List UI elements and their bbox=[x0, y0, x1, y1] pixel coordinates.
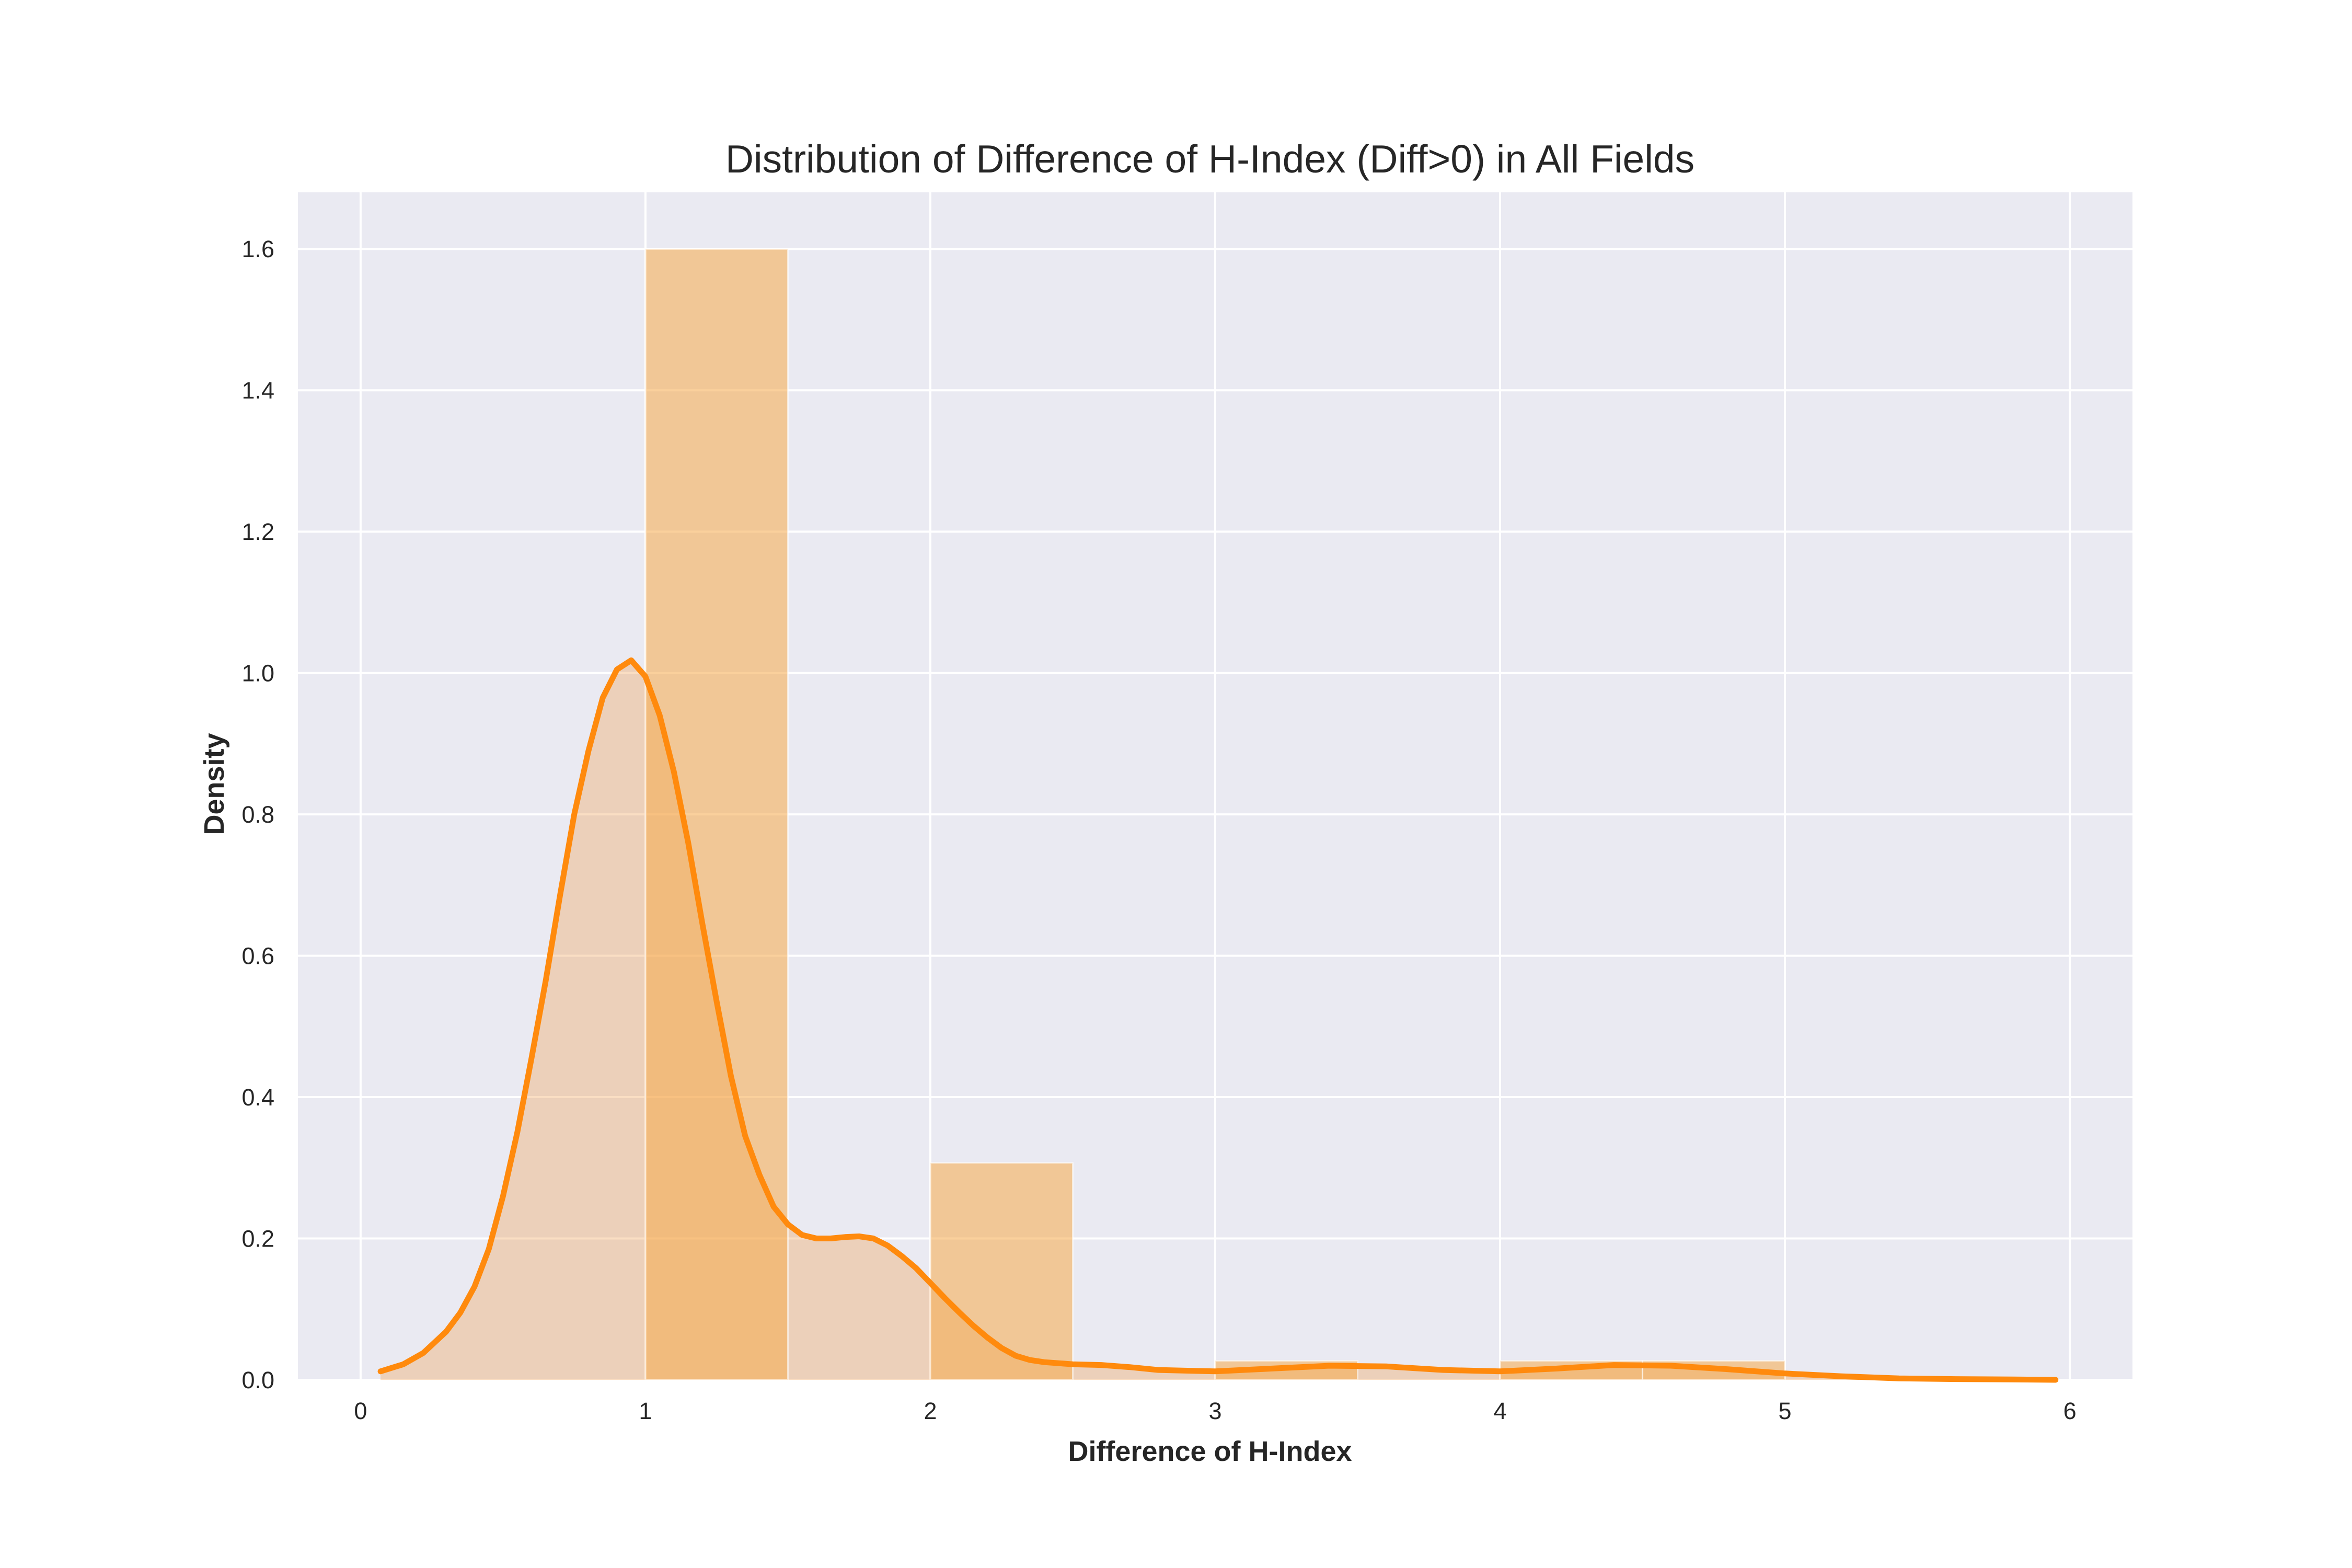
histogram-bars bbox=[644, 248, 1786, 1381]
kde-curve bbox=[377, 657, 2059, 1383]
x-tick-label: 6 bbox=[2063, 1398, 2077, 1424]
y-tick-label: 0.8 bbox=[241, 801, 274, 828]
y-axis-label: Density bbox=[199, 733, 230, 835]
y-tick-label: 0.0 bbox=[241, 1367, 274, 1393]
x-tick-label: 3 bbox=[1208, 1398, 1221, 1424]
histogram-bar bbox=[929, 1162, 1074, 1381]
grid-lines bbox=[298, 192, 2132, 1381]
histogram-bar bbox=[644, 248, 789, 1381]
y-tick-label: 1.4 bbox=[241, 377, 274, 404]
chart-title: Distribution of Difference of H-Index (D… bbox=[725, 137, 1694, 181]
x-tick-label: 4 bbox=[1494, 1398, 1507, 1424]
y-tick-label: 1.0 bbox=[241, 660, 274, 687]
x-axis-label: Difference of H-Index bbox=[1068, 1436, 1352, 1467]
y-tick-label: 0.4 bbox=[241, 1084, 274, 1111]
x-tick-label: 2 bbox=[924, 1398, 937, 1424]
tick-labels: 0 1 2 3 4 5 6 0.0 0.2 0.4 0.6 0.8 1.0 1.2 1.4 1.6 bbox=[241, 236, 2076, 1424]
y-tick-label: 0.2 bbox=[241, 1226, 274, 1252]
x-tick-label: 0 bbox=[354, 1398, 367, 1424]
y-tick-label: 1.6 bbox=[241, 236, 274, 262]
y-tick-label: 1.2 bbox=[241, 518, 274, 545]
y-tick-label: 0.6 bbox=[241, 943, 274, 970]
x-tick-label: 1 bbox=[639, 1398, 652, 1424]
x-tick-label: 5 bbox=[1779, 1398, 1792, 1424]
